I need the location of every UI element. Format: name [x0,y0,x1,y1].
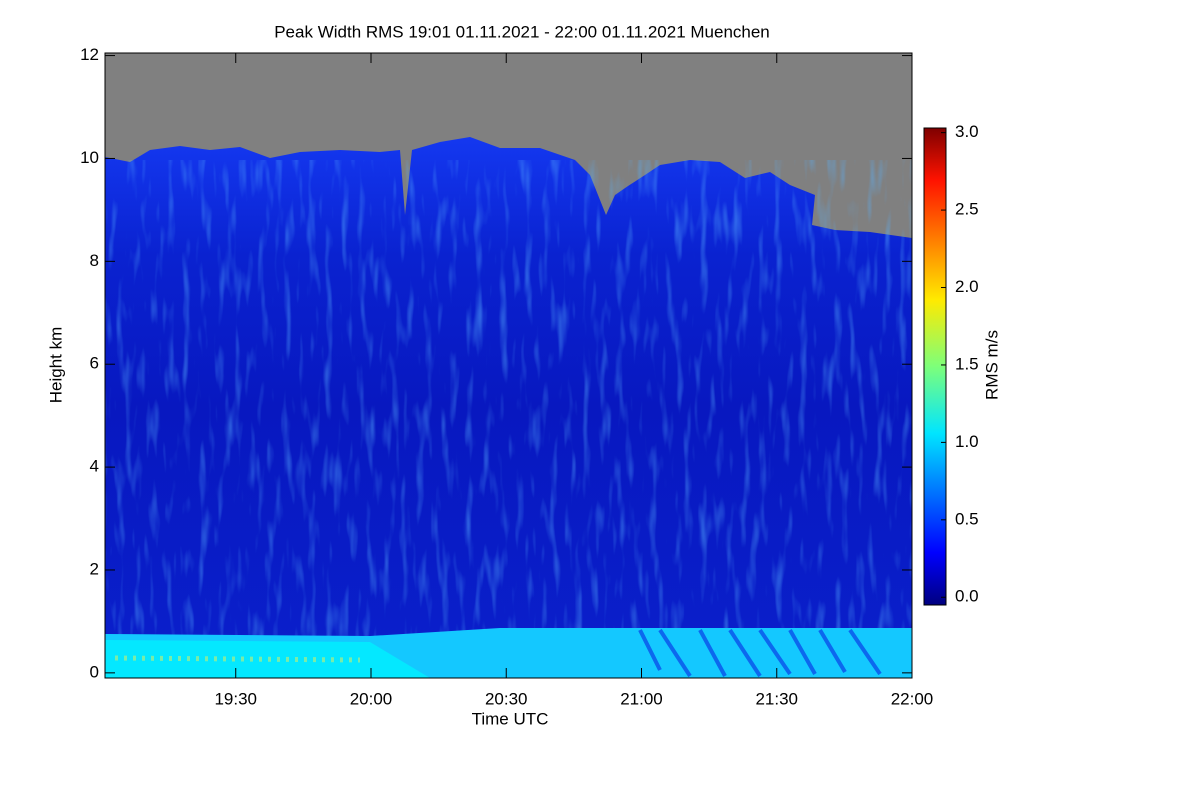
x-tick-label: 21:00 [620,689,663,708]
colorbar-tick-label: 0.5 [955,509,979,528]
x-tick-label: 20:00 [350,689,393,708]
colorbar-tick-label: 1.5 [955,354,979,373]
colorbar-tick-label: 2.0 [955,277,979,296]
chart-title: Peak Width RMS 19:01 01.11.2021 - 22:00 … [274,22,770,41]
colorbar [923,127,947,606]
y-tick-label: 8 [90,251,99,270]
colorbar-label: RMS m/s [982,330,1001,400]
y-tick-label: 12 [80,45,99,64]
x-tick-label: 20:30 [485,689,528,708]
heatmap-field [105,53,912,678]
colorbar-tick-label: 1.0 [955,432,979,451]
plot-frame [104,52,913,679]
y-tick-label: 4 [90,457,99,476]
y-tick-label: 10 [80,148,99,167]
y-tick-label: 6 [90,354,99,373]
colorbar-tick-label: 2.5 [955,200,979,219]
y-tick-label: 2 [90,559,99,578]
colorbar-tick-label: 0.0 [955,587,979,606]
x-axis-label: Time UTC [472,709,549,728]
x-tick-label: 22:00 [891,689,934,708]
y-tick-label: 0 [90,662,99,681]
x-tick-label: 21:30 [755,689,798,708]
x-tick-label: 19:30 [214,689,257,708]
y-axis-label: Height km [46,327,65,404]
colorbar-tick-label: 3.0 [955,122,979,141]
